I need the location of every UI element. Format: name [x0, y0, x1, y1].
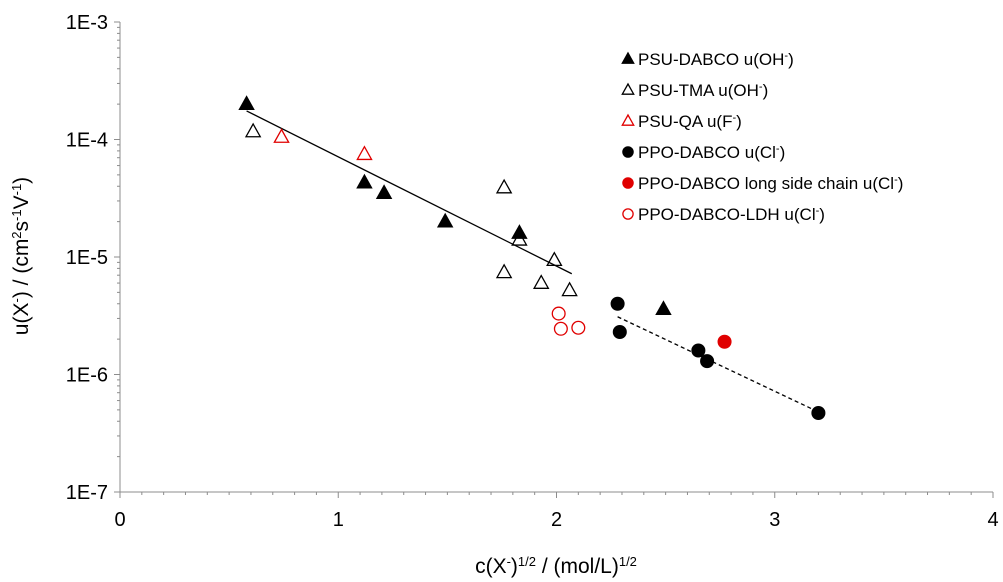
legend-series-close: )	[736, 112, 742, 131]
y-tick-label: 1E-5	[66, 247, 108, 269]
legend-series-sup: -	[894, 174, 898, 186]
psu-qa-point	[273, 128, 290, 143]
axis-ticks	[114, 21, 994, 498]
legend-series-close: )	[788, 50, 794, 69]
legend-entry-ppo-dabco: PPO-DABCO u(Cl-)	[638, 143, 785, 162]
legend-series-unit: u(Cl	[745, 143, 776, 162]
psu-dabco-point	[375, 184, 393, 199]
x-axis-title-sup2: 1/2	[518, 554, 536, 569]
y-axis-title-b: ) / (cm	[10, 239, 33, 298]
legend-series-name: PSU-DABCO	[638, 50, 744, 69]
x-axis-title-rest: / (mol/L)	[536, 555, 619, 578]
legend-series-name: PSU-TMA	[638, 81, 718, 100]
ppo-dabco-ldh-point	[553, 321, 568, 336]
x-tick-label: 1	[333, 509, 344, 531]
legend-series-unit: u(Cl	[863, 174, 894, 193]
trendlines	[246, 110, 819, 413]
legend: PSU-DABCO u(OH-)PSU-TMA u(OH-)PSU-QA u(F…	[621, 50, 903, 224]
y-tick-label: 1E-6	[66, 365, 108, 387]
ppo-dabco-long-side-chain-point	[717, 334, 732, 349]
legend-series-sup: -	[732, 112, 736, 124]
x-axis-title-sup1: -	[507, 554, 511, 569]
psu-tma-point	[495, 263, 513, 279]
data-points	[238, 95, 826, 421]
y-tick-label: 1E-4	[66, 130, 108, 152]
legend-series-name: PSU-QA	[638, 112, 707, 131]
psu-dabco-point	[436, 212, 454, 228]
y-axis-title-d-sup: -1	[9, 184, 24, 196]
psu-tma-point	[511, 230, 528, 246]
legend-marker-ppo-dabco-long-side-chain	[622, 177, 634, 189]
legend-entry-ppo-dabco-long-side-chain: PPO-DABCO long side chain u(Cl-)	[638, 174, 903, 193]
y-axis-title-a-sup: -	[9, 298, 24, 302]
x-axis-title: c(X-)1/2 / (mol/L)1/2	[475, 554, 637, 579]
legend-series-unit: u(OH	[744, 50, 785, 69]
y-axis-title-e: )	[10, 177, 33, 184]
legend-marker-ppo-dabco	[622, 146, 634, 158]
ppo-dabco-point	[610, 296, 625, 311]
legend-marker-psu-tma	[621, 82, 635, 95]
legend-entry-psu-dabco: PSU-DABCO u(OH-)	[638, 50, 794, 69]
legend-series-close: )	[819, 205, 825, 224]
legend-series-close: )	[780, 143, 786, 162]
psu-dabco-point	[655, 300, 672, 316]
x-axis-title-sup3: 1/2	[619, 554, 637, 569]
psu-dabco-point	[356, 173, 373, 189]
y-axis-title-c: s	[10, 221, 33, 232]
legend-entry-psu-tma: PSU-TMA u(OH-)	[638, 81, 768, 100]
ppo-dabco-ldh-point	[551, 306, 566, 321]
legend-series-sup: -	[816, 205, 820, 217]
ppo-dabco-point	[700, 354, 715, 369]
ppo-dabco-point	[612, 324, 627, 340]
psu-tma-point	[532, 274, 550, 289]
x-tick-label: 3	[769, 509, 780, 531]
y-tick-label: 1E-3	[66, 12, 108, 34]
psu-tma-point	[495, 178, 513, 194]
ppo-dabco-point	[691, 343, 706, 358]
psu-qa-point	[356, 145, 373, 161]
psu-tma-point	[546, 251, 563, 267]
x-axis-title-base: c(X	[475, 555, 507, 578]
x-axis-title-mid: )	[511, 555, 518, 578]
legend-series-name: PPO-DABCO-LDH	[638, 205, 784, 224]
legend-series-sup: -	[776, 143, 780, 155]
trendline-dashed	[617, 316, 819, 413]
legend-series-close: )	[763, 81, 769, 100]
legend-entry-psu-qa: PSU-QA u(F-)	[638, 112, 742, 131]
legend-marker-ppo-dabco-ldh	[622, 208, 634, 220]
legend-series-name: PPO-DABCO long side chain	[638, 174, 863, 193]
psu-tma-point	[561, 281, 578, 297]
psu-dabco-point	[238, 95, 255, 111]
y-tick-labels: 1E-7 1E-6 1E-5 1E-4 1E-3	[66, 12, 108, 504]
y-tick-label: 1E-7	[66, 482, 108, 504]
x-tick-labels: 0 1 2 3 4	[114, 509, 998, 531]
legend-series-sup: -	[759, 81, 763, 93]
legend-marker-psu-dabco	[621, 51, 635, 64]
y-axis-title-c-sup: -1	[9, 209, 24, 221]
legend-series-unit: u(Cl	[784, 205, 815, 224]
x-tick-label: 2	[551, 509, 562, 531]
y-axis-title-d: V	[10, 195, 33, 209]
ppo-dabco-point	[811, 406, 826, 421]
psu-tma-point	[244, 122, 262, 138]
trendline-solid	[246, 110, 573, 275]
legend-series-close: )	[898, 174, 904, 193]
y-axis-title: u(X-) / (cm2s-1V-1)	[9, 177, 34, 335]
legend-entry-ppo-dabco-ldh: PPO-DABCO-LDH u(Cl-)	[638, 205, 825, 224]
y-axis-title-a: u(X	[10, 303, 33, 336]
ppo-dabco-ldh-point	[571, 320, 586, 335]
x-tick-label: 0	[114, 509, 125, 531]
legend-series-unit: u(OH	[718, 81, 759, 100]
x-tick-label: 4	[987, 509, 998, 531]
y-axis-title-b-sup: 2	[9, 231, 24, 238]
legend-marker-psu-qa	[621, 113, 635, 126]
legend-series-unit: u(F	[707, 112, 733, 131]
legend-series-name: PPO-DABCO	[638, 143, 745, 162]
legend-series-sup: -	[784, 50, 788, 62]
